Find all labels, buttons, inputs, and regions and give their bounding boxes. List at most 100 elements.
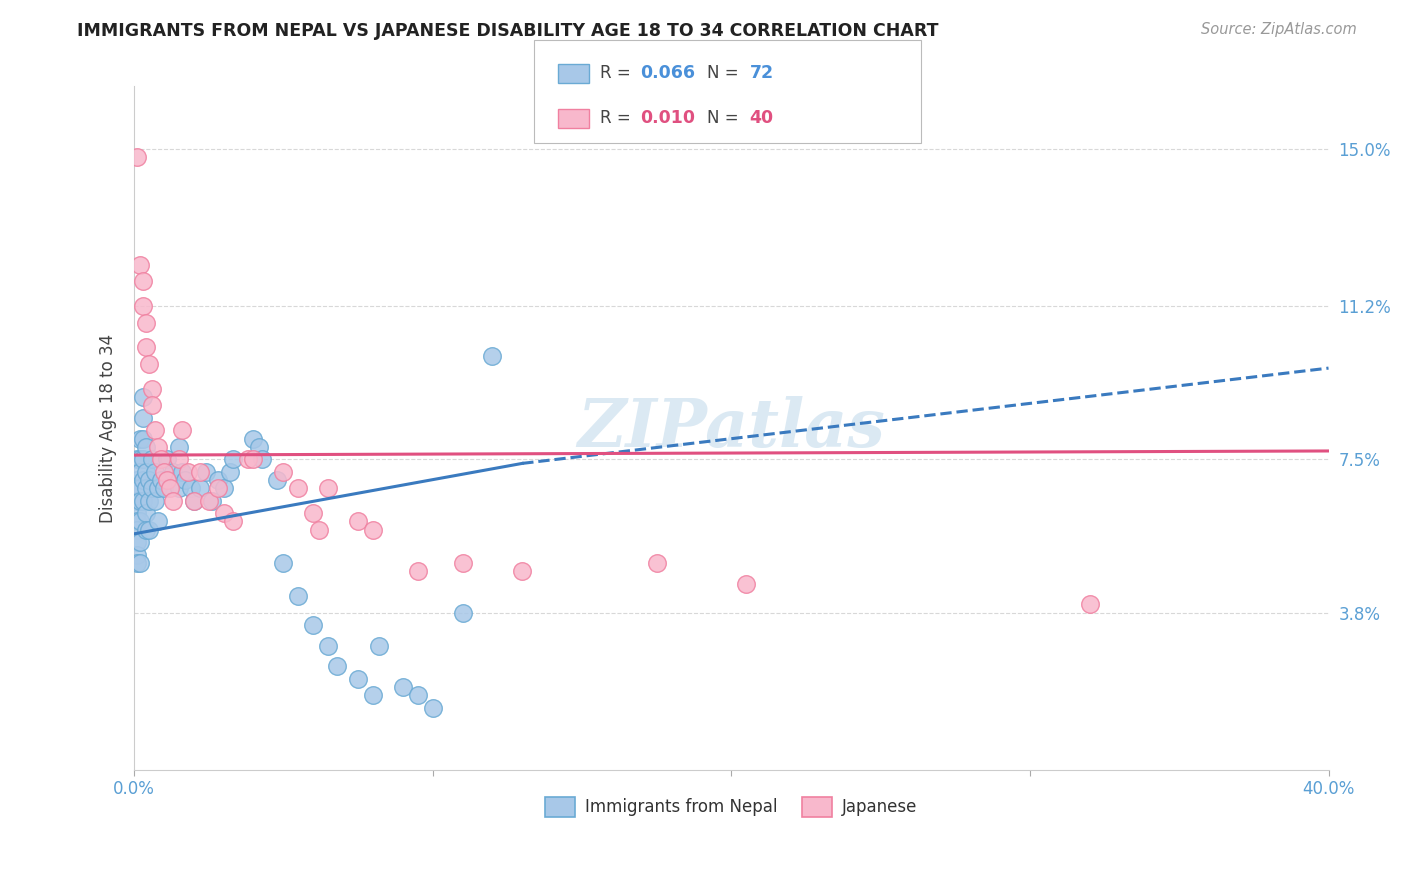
Point [287, 481, 309, 495]
Point [149, 452, 172, 467]
Point [125, 548, 148, 562]
Text: ZIPatlas: ZIPatlas [578, 396, 886, 460]
Text: IMMIGRANTS FROM NEPAL VS JAPANESE DISABILITY AGE 18 TO 34 CORRELATION CHART: IMMIGRANTS FROM NEPAL VS JAPANESE DISABI… [77, 22, 939, 40]
Point [125, 493, 148, 508]
Point [173, 473, 195, 487]
Point [132, 432, 155, 446]
Text: 0.010: 0.010 [640, 109, 695, 127]
Point [143, 423, 166, 437]
Point [391, 680, 413, 694]
Point [138, 357, 160, 371]
Point [218, 465, 240, 479]
Point [188, 465, 211, 479]
Point [162, 465, 184, 479]
Text: 72: 72 [749, 63, 773, 82]
Point [129, 432, 152, 446]
Point [194, 465, 217, 479]
Point [135, 316, 157, 330]
Point [125, 515, 148, 529]
Point [242, 432, 264, 446]
Point [170, 423, 193, 437]
Point [132, 299, 155, 313]
Point [451, 606, 474, 620]
Point [132, 390, 155, 404]
Point [132, 473, 155, 487]
Point [422, 701, 444, 715]
Point [138, 493, 160, 508]
Point [125, 150, 148, 164]
Point [135, 440, 157, 454]
Point [135, 506, 157, 520]
Point [129, 465, 152, 479]
Point [156, 452, 179, 467]
Point [146, 481, 169, 495]
Point [735, 576, 758, 591]
Point [129, 258, 152, 272]
Point [249, 440, 271, 454]
Point [135, 465, 157, 479]
Point [645, 556, 668, 570]
Point [347, 515, 370, 529]
Point [183, 493, 205, 508]
Point [141, 481, 163, 495]
Point [361, 523, 384, 537]
Text: 40: 40 [749, 109, 773, 127]
Point [156, 473, 179, 487]
Point [212, 481, 235, 495]
Point [153, 465, 176, 479]
Point [266, 473, 288, 487]
Point [153, 481, 176, 495]
Point [481, 349, 503, 363]
Point [141, 398, 163, 412]
Point [129, 452, 152, 467]
Point [167, 481, 190, 495]
Point [510, 564, 533, 578]
Point [138, 523, 160, 537]
Point [326, 659, 349, 673]
Point [129, 535, 152, 549]
Point [146, 515, 169, 529]
Point [167, 440, 190, 454]
Point [188, 481, 211, 495]
Point [252, 452, 274, 467]
Point [273, 556, 295, 570]
Point [212, 506, 235, 520]
Point [170, 465, 193, 479]
Point [129, 556, 152, 570]
Point [177, 465, 200, 479]
Point [302, 618, 325, 632]
Point [221, 515, 243, 529]
Point [141, 452, 163, 467]
Point [125, 535, 148, 549]
Point [361, 689, 384, 703]
Point [143, 493, 166, 508]
Point [273, 465, 295, 479]
Point [125, 452, 148, 467]
Point [132, 493, 155, 508]
Point [143, 465, 166, 479]
Point [132, 410, 155, 425]
Text: N =: N = [707, 109, 744, 127]
Text: R =: R = [600, 63, 637, 82]
Point [207, 473, 229, 487]
Point [406, 689, 429, 703]
Legend: Immigrants from Nepal, Japanese: Immigrants from Nepal, Japanese [538, 790, 924, 823]
Point [201, 493, 224, 508]
Point [149, 473, 172, 487]
Text: N =: N = [707, 63, 744, 82]
Point [316, 481, 339, 495]
Point [125, 473, 148, 487]
Point [125, 556, 148, 570]
Point [451, 556, 474, 570]
Point [132, 274, 155, 288]
Point [406, 564, 429, 578]
Point [159, 481, 181, 495]
Point [183, 493, 205, 508]
Point [135, 340, 157, 354]
Point [367, 639, 389, 653]
Point [146, 440, 169, 454]
Point [242, 452, 264, 467]
Text: Source: ZipAtlas.com: Source: ZipAtlas.com [1201, 22, 1357, 37]
Text: 0.066: 0.066 [640, 63, 695, 82]
Point [347, 672, 370, 686]
